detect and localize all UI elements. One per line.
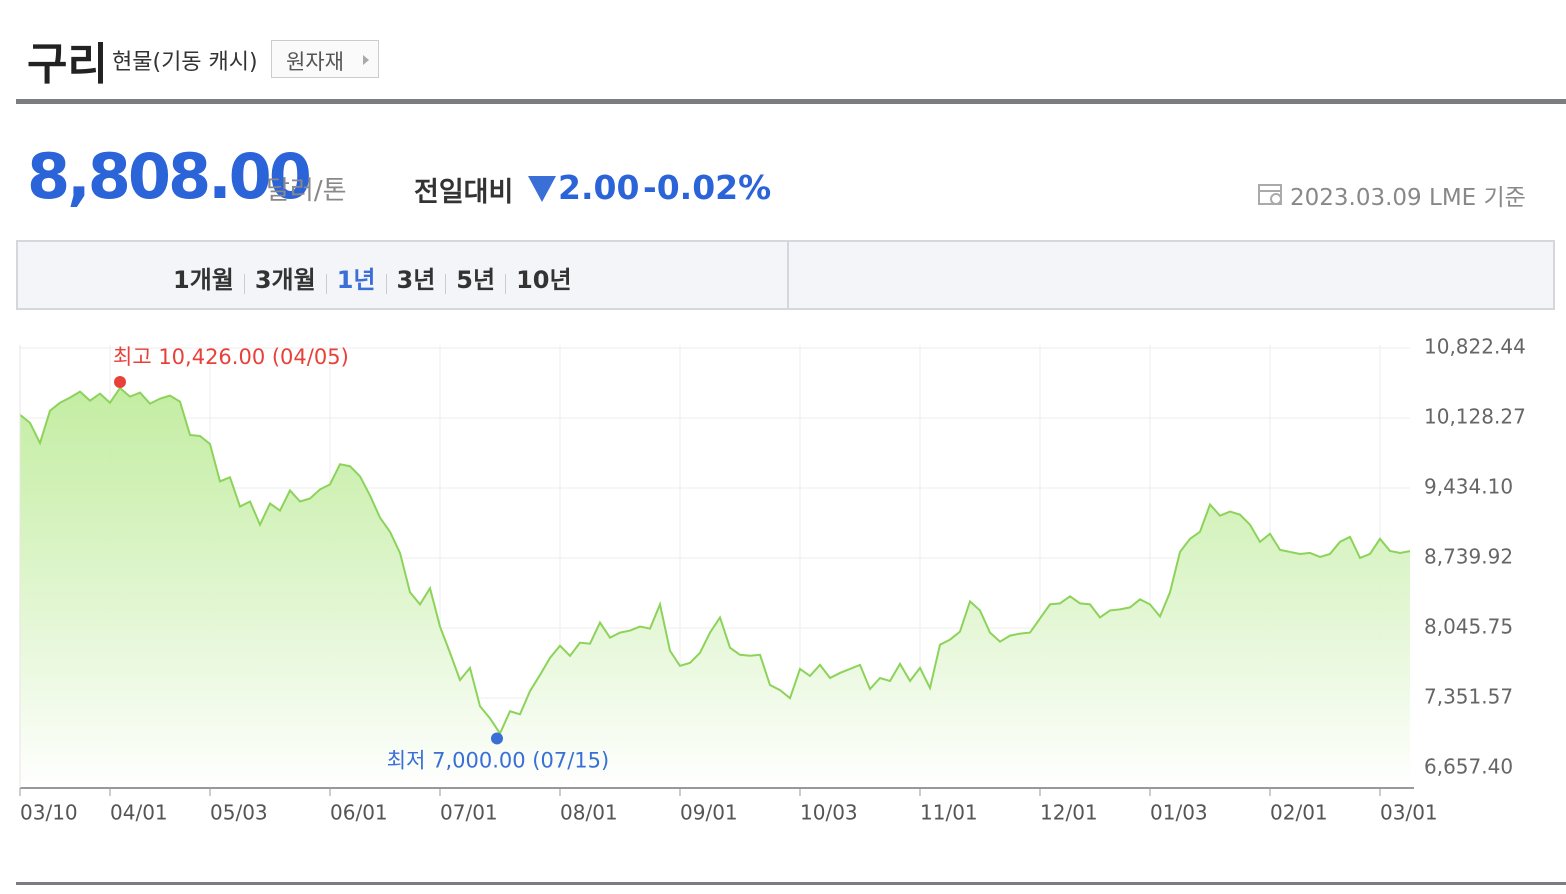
y-tick-label: 10,822.44 — [1424, 334, 1526, 358]
tab-list: 1개월 3개월 1년 3년 5년 10년 — [163, 260, 582, 295]
y-tick-label: 8,739.92 — [1424, 544, 1513, 568]
period-tab[interactable]: 3년 — [396, 266, 436, 294]
calendar-icon — [1258, 184, 1282, 205]
y-tick-label: 8,045.75 — [1424, 614, 1513, 638]
y-tick-label: 6,657.40 — [1424, 754, 1513, 778]
x-tick-label: 12/01 — [1040, 801, 1098, 825]
y-tick-label: 9,434.10 — [1424, 474, 1513, 498]
change-value: 2.00 — [558, 168, 640, 207]
low-label: 최저 7,000.00 (07/15) — [387, 748, 609, 772]
x-tick-label: 10/03 — [800, 801, 858, 825]
tab-bar: 1개월 3개월 1년 3년 5년 10년 — [16, 240, 1555, 310]
y-tick-label: 7,351.57 — [1424, 684, 1513, 708]
y-tick-label: 10,128.27 — [1424, 404, 1526, 428]
subtitle: 현물(기동 캐시) — [112, 50, 258, 75]
x-tick-label: 04/01 — [110, 801, 168, 825]
area-fill — [20, 387, 1410, 788]
category-button[interactable]: 원자재 — [271, 40, 379, 78]
x-tick-label: 09/01 — [680, 801, 738, 825]
x-tick-label: 02/01 — [1270, 801, 1328, 825]
price-line — [19, 386, 1411, 736]
tab-separator — [243, 273, 245, 294]
tab-separator — [445, 273, 447, 294]
x-tick-label: 08/01 — [560, 801, 618, 825]
divider — [16, 99, 1566, 104]
x-tick-label: 03/01 — [1380, 801, 1438, 825]
down-icon — [528, 176, 556, 202]
button-label: 원자재 — [286, 50, 344, 74]
tab-separator — [325, 273, 327, 294]
period-tab[interactable]: 5년 — [456, 266, 496, 294]
price-unit: 달러/톤 — [266, 176, 347, 206]
period-tab[interactable]: 1개월 — [173, 266, 234, 294]
arrow-icon — [363, 55, 369, 65]
x-tick-label: 07/01 — [440, 801, 498, 825]
bottom-divider — [16, 882, 1566, 885]
tab-divider — [787, 242, 789, 308]
x-tick-label: 01/03 — [1150, 801, 1208, 825]
period-tab[interactable]: 3개월 — [254, 266, 316, 294]
tab-separator — [505, 273, 507, 294]
x-tick-label: 06/01 — [330, 801, 388, 825]
high-label: 최고 10,426.00 (04/05) — [113, 345, 349, 369]
high-marker — [114, 375, 126, 388]
x-tick-label: 05/03 — [210, 801, 268, 825]
title: 구리 — [27, 39, 108, 90]
low-marker — [491, 732, 503, 745]
period-tab[interactable]: 1년 — [336, 266, 376, 294]
x-tick-label: 11/01 — [920, 801, 978, 825]
change-label: 전일대비 — [414, 177, 514, 208]
date-label: 2023.03.09 LME 기준 — [1290, 185, 1526, 211]
x-tick-label: 03/10 — [20, 801, 78, 825]
price-value: 8,808.00 — [27, 140, 312, 213]
period-tab[interactable]: 10년 — [516, 266, 572, 294]
tab-separator — [385, 273, 387, 294]
change-percent: -0.02% — [643, 168, 772, 207]
